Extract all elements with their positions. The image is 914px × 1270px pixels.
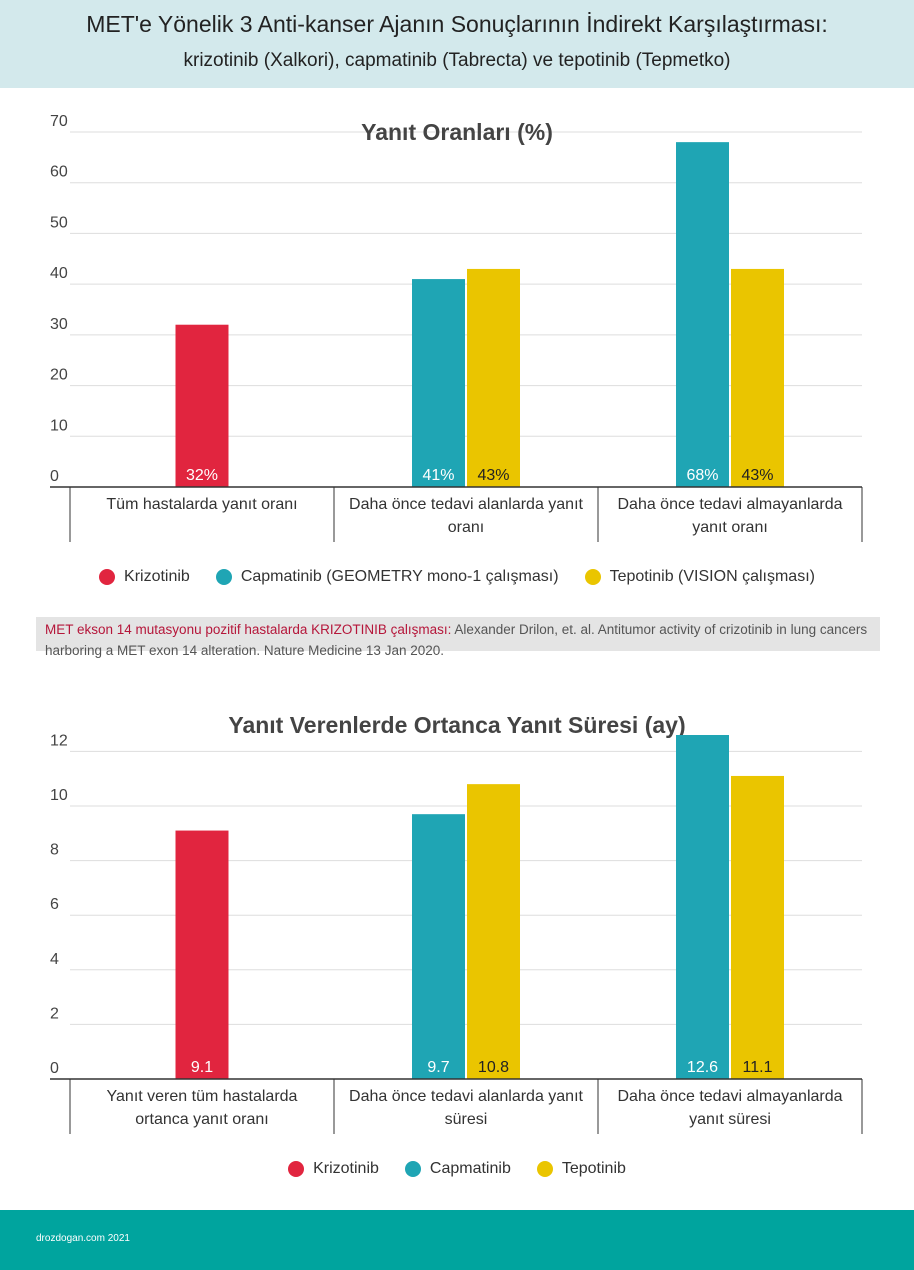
category-label: ortanca yanıt oranı bbox=[135, 1111, 268, 1128]
category-label: Daha önce tedavi almayanlarda bbox=[617, 1088, 842, 1105]
bar-tepotinib bbox=[731, 268, 784, 487]
y-tick-label: 12 bbox=[50, 732, 68, 749]
category-label: Daha önce tedavi alanlarda yanıt bbox=[349, 496, 583, 513]
response-rate-chart-svg: 0 10 20 30 40 50 60 70 Yanıt Oranları (%) 32% 41% 4… bbox=[50, 113, 863, 542]
legend-label: Tepotinib bbox=[561, 1160, 626, 1177]
bar-tepotinib bbox=[731, 775, 784, 1079]
y-tick-label: 8 bbox=[50, 842, 59, 859]
bar-data-label: 10.8 bbox=[478, 1059, 509, 1076]
bar-data-label: 41% bbox=[422, 467, 454, 484]
page-title: MET'e Yönelik 3 Anti-kanser Ajanın Sonuç… bbox=[86, 11, 828, 37]
legend-item: Tepotinib (VISION çalışması) bbox=[584, 568, 815, 586]
category-label: Daha önce tedavi alanlarda yanıt bbox=[349, 1088, 583, 1105]
category-label: yanıt oranı bbox=[692, 519, 768, 536]
y-tick-label: 40 bbox=[50, 265, 68, 282]
y-tick-label: 6 bbox=[50, 896, 59, 913]
category-label: süresi bbox=[445, 1111, 488, 1128]
source-highlight: MET ekson 14 mutasyonu pozitif hastalard… bbox=[45, 622, 452, 637]
y-tick-label: 60 bbox=[50, 164, 68, 181]
response-duration-legend: Krizotinib Capmatinib Tepotinib bbox=[0, 1160, 914, 1178]
legend-dot-icon bbox=[536, 1161, 553, 1177]
bar-tepotinib bbox=[467, 784, 520, 1079]
footer-credit: drozdogan.com 2021 bbox=[36, 1233, 130, 1244]
legend-item: Krizotinib bbox=[288, 1160, 379, 1178]
category-label: Daha önce tedavi almayanlarda bbox=[617, 496, 842, 513]
legend-dot-icon bbox=[99, 569, 116, 585]
category-label: Tüm hastalarda yanıt oranı bbox=[106, 496, 297, 513]
source-note: MET ekson 14 mutasyonu pozitif hastalard… bbox=[36, 617, 880, 658]
bar-capmatinib bbox=[676, 142, 729, 487]
bar-data-label: 43% bbox=[741, 467, 773, 484]
category-label: Yanıt veren tüm hastalarda bbox=[107, 1088, 298, 1105]
y-tick-label: 10 bbox=[50, 417, 68, 434]
legend-dot-icon bbox=[215, 569, 232, 585]
legend-label: Capmatinib bbox=[429, 1160, 511, 1177]
legend-label: Tepotinib (VISION çalışması) bbox=[609, 568, 815, 585]
bar-data-label: 9.7 bbox=[427, 1059, 449, 1076]
bar-data-label: 32% bbox=[186, 467, 218, 484]
y-tick-label: 10 bbox=[50, 787, 68, 804]
response-duration-chart: 0 2 4 6 8 10 12 Yanıt Verenlerde Ortanca Yanıt … bbox=[0, 690, 914, 1140]
category-label: yanıt süresi bbox=[689, 1111, 771, 1128]
bar-krizotinib bbox=[175, 324, 229, 487]
y-tick-label: 2 bbox=[50, 1005, 59, 1022]
legend-item: Tepotinib bbox=[536, 1160, 626, 1178]
legend-label: Krizotinib bbox=[313, 1160, 379, 1177]
page-subtitle: krizotinib (Xalkori), capmatinib (Tabrec… bbox=[183, 50, 731, 71]
legend-dot-icon bbox=[288, 1161, 305, 1177]
legend-label: Krizotinib bbox=[124, 568, 190, 585]
category-label: oranı bbox=[448, 519, 484, 536]
response-rate-legend: Krizotinib Capmatinib (GEOMETRY mono-1 ça… bbox=[0, 568, 914, 586]
y-tick-label: 0 bbox=[50, 1060, 59, 1077]
legend-dot-icon bbox=[584, 569, 601, 585]
bar-data-label: 12.6 bbox=[687, 1059, 718, 1076]
y-tick-label: 4 bbox=[50, 951, 59, 968]
legend-dot-icon bbox=[404, 1161, 421, 1177]
bar-data-label: 9.1 bbox=[191, 1059, 213, 1076]
bar-capmatinib bbox=[412, 279, 465, 487]
y-tick-label: 0 bbox=[50, 468, 59, 485]
bar-data-label: 43% bbox=[477, 467, 509, 484]
y-tick-label: 50 bbox=[50, 214, 68, 231]
bar-data-label: 11.1 bbox=[743, 1059, 773, 1076]
page-header: MET'e Yönelik 3 Anti-kanser Ajanın Sonuç… bbox=[0, 0, 914, 88]
legend-label: Capmatinib (GEOMETRY mono-1 çalışması) bbox=[240, 568, 559, 585]
bar-capmatinib bbox=[676, 735, 729, 1079]
source-text: Alexander Drilon, et. al. Antitumor acti… bbox=[45, 622, 868, 658]
response-duration-chart-svg: 0 2 4 6 8 10 12 Yanıt Verenlerde Ortanca Yanıt … bbox=[50, 712, 863, 1134]
footer-bar: drozdogan.com 2021 bbox=[0, 1210, 914, 1270]
chart-title: Yanıt Oranları (%) bbox=[361, 119, 553, 145]
legend-item: Capmatinib (GEOMETRY mono-1 çalışması) bbox=[215, 568, 559, 586]
bar-tepotinib bbox=[467, 268, 520, 487]
y-tick-label: 30 bbox=[50, 316, 68, 333]
bar-data-label: 68% bbox=[686, 467, 718, 484]
y-tick-label: 70 bbox=[50, 113, 68, 130]
legend-item: Krizotinib bbox=[99, 568, 190, 586]
y-tick-label: 20 bbox=[50, 367, 68, 384]
chart-title: Yanıt Verenlerde Ortanca Yanıt Süresi (a… bbox=[228, 712, 685, 738]
legend-item: Capmatinib bbox=[404, 1160, 511, 1178]
response-rate-chart: 0 10 20 30 40 50 60 70 Yanıt Oranları (%) 32% 41% 4… bbox=[0, 100, 914, 550]
bar-capmatinib bbox=[412, 814, 465, 1079]
bar-krizotinib bbox=[175, 830, 229, 1079]
